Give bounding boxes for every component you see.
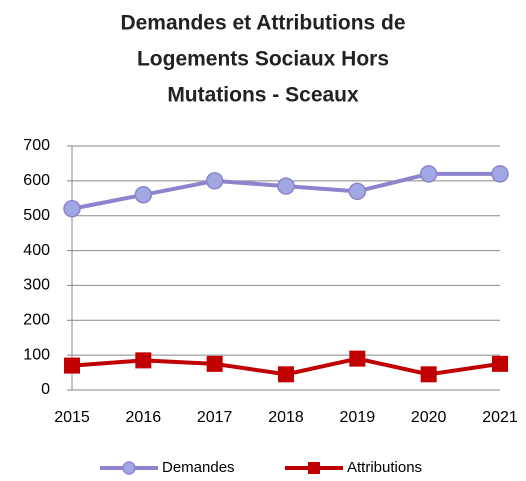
marker — [206, 355, 223, 372]
x-tick-label: 2017 — [197, 409, 233, 426]
x-tick-label: 2020 — [411, 409, 447, 426]
y-tick-label: 0 — [41, 381, 50, 398]
x-tick-label: 2021 — [482, 409, 518, 426]
marker — [134, 186, 153, 204]
chart-title: Mutations - Sceaux — [167, 84, 359, 107]
y-tick-label: 400 — [23, 242, 50, 259]
marker — [135, 352, 152, 369]
x-tick-label: 2016 — [126, 409, 162, 426]
marker — [278, 366, 294, 383]
legend-label: Attributions — [347, 459, 422, 476]
marker — [277, 177, 295, 195]
y-tick-label: 600 — [23, 172, 50, 189]
x-tick-label: 2015 — [54, 409, 90, 426]
marker — [491, 165, 509, 183]
x-tick-label: 2018 — [268, 409, 304, 426]
y-tick-label: 700 — [23, 137, 50, 154]
legend-label: Demandes — [162, 459, 235, 476]
marker — [420, 366, 437, 383]
chart-title: Logements Sociaux Hors — [137, 48, 389, 71]
marker — [64, 357, 80, 374]
marker — [205, 172, 224, 190]
y-tick-label: 500 — [23, 207, 50, 224]
marker — [419, 165, 438, 183]
y-tick-label: 100 — [23, 346, 50, 363]
marker — [348, 182, 367, 201]
marker — [63, 199, 81, 218]
x-tick-label: 2019 — [340, 409, 376, 426]
marker — [349, 350, 366, 367]
y-tick-label: 200 — [23, 312, 50, 329]
y-tick-label: 300 — [23, 277, 50, 294]
marker — [308, 462, 320, 474]
marker — [122, 461, 136, 475]
chart-title: Demandes et Attributions de — [120, 12, 405, 35]
marker — [492, 355, 508, 372]
